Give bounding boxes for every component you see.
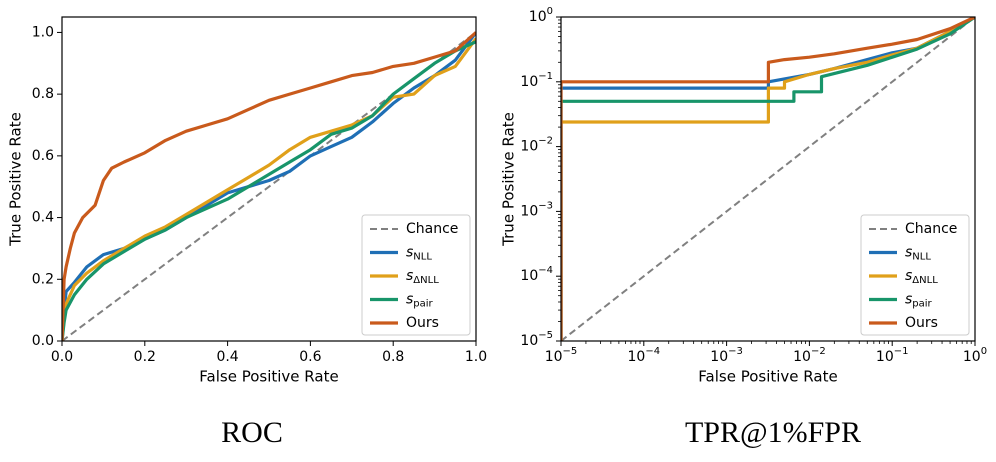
y-tick-label: 0.6 <box>32 148 54 164</box>
y-tick-label: 0.8 <box>32 86 54 102</box>
panel-caption: TPR@1%FPR <box>685 416 861 449</box>
series-line-s-nll <box>62 31 476 341</box>
axes-frame <box>61 16 477 342</box>
x-tick-label: 10−2 <box>793 346 826 365</box>
legend-label: Ours <box>905 315 938 331</box>
x-tick-label: 0.6 <box>299 349 321 365</box>
legend-label: Chance <box>905 221 957 237</box>
legend-box <box>361 214 471 336</box>
y-tick-label: 0.2 <box>32 271 54 287</box>
legend-label: spair <box>406 292 434 310</box>
series-line-s-nll <box>62 37 476 341</box>
axes-frame <box>560 16 976 342</box>
y-tick-label: 1.0 <box>32 24 54 40</box>
y-tick-label: 10−2 <box>520 136 553 155</box>
x-tick-label: 0.8 <box>382 349 404 365</box>
plot-area <box>62 31 476 341</box>
y-tick-label: 0.0 <box>32 333 54 349</box>
chart-panel-1: 0.0 0.2 0.4 0.6 0.8 1.0 0.0 0.2 0.4 0.6 0.8 1.0 Fals… <box>7 16 487 449</box>
legend: Chance sNLL sΔNLL spair Ours <box>361 214 471 336</box>
series-line-s-pair <box>62 40 476 341</box>
x-axis-label: False Positive Rate <box>199 368 338 386</box>
x-tick-label: 100 <box>963 346 987 365</box>
y-tick-label: 10−4 <box>520 265 553 284</box>
legend-label: Ours <box>406 315 439 331</box>
x-axis-label: False Positive Rate <box>698 368 837 386</box>
legend: Chance sNLL sΔNLL spair Ours <box>860 214 970 336</box>
y-axis-label: True Positive Rate <box>500 112 518 247</box>
legend-label: spair <box>905 292 933 310</box>
y-tick-label: 0.4 <box>32 210 54 226</box>
x-tick-label: 0.0 <box>51 349 73 365</box>
y-tick-label: 10−1 <box>520 71 553 90</box>
legend-label: Chance <box>406 221 458 237</box>
x-tick-label: 10−3 <box>710 346 743 365</box>
legend-label: sNLL <box>406 245 432 263</box>
legend-label: sNLL <box>905 245 931 263</box>
series-line-ours <box>561 17 975 341</box>
x-tick-label: 0.2 <box>134 349 156 365</box>
y-axis-label: True Positive Rate <box>7 112 25 247</box>
panel-caption: ROC <box>221 416 283 449</box>
legend-label: sΔNLL <box>905 268 938 286</box>
x-tick-label: 10−5 <box>545 346 578 365</box>
series-line-s-pair <box>561 17 975 341</box>
x-tick-label: 10−1 <box>876 346 909 365</box>
chart-panel-2: 10−5 10−4 10−3 10−2 10−1 100 10−5 10−4 10−3 10−2 1… <box>500 6 988 449</box>
legend-box <box>860 214 970 336</box>
y-tick-label: 100 <box>529 6 553 25</box>
x-tick-label: 0.4 <box>216 349 238 365</box>
y-tick-label: 10−5 <box>520 330 553 349</box>
legend-label: sΔNLL <box>406 268 439 286</box>
x-tick-label: 10−4 <box>628 346 661 365</box>
plot-area <box>561 17 975 341</box>
y-tick-label: 10−3 <box>520 200 553 219</box>
series-line-ours <box>62 31 476 341</box>
x-tick-label: 1.0 <box>465 349 487 365</box>
